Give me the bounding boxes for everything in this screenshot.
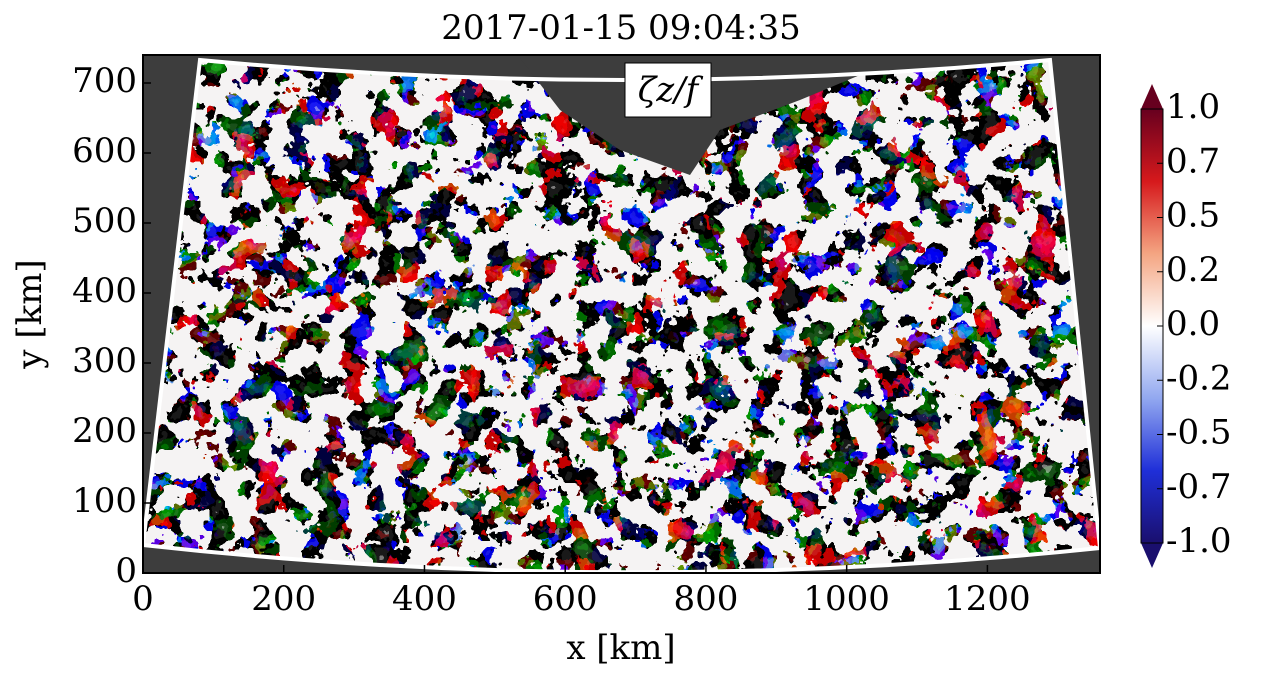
plot-frame	[142, 54, 1101, 574]
x-tick-label: 800	[673, 579, 738, 619]
colorbar-tick-label: 1.0	[1166, 87, 1220, 127]
x-axis-label: x [km]	[566, 628, 675, 668]
x-tick-label: 1200	[944, 579, 1031, 619]
colorbar-extend-bottom	[1141, 543, 1163, 568]
y-tick-label: 400	[72, 271, 137, 311]
colorbar-tick-label: -0.2	[1166, 358, 1232, 398]
y-tick-label: 200	[72, 411, 137, 451]
colorbar-tick-label: 0.0	[1166, 304, 1220, 344]
colorbar-tick-label: -1.0	[1166, 521, 1232, 561]
x-tick-label: 0	[132, 579, 154, 619]
x-tick-label: 1000	[803, 579, 890, 619]
colorbar-tick-label: -0.7	[1166, 467, 1232, 507]
colorbar-extend-top	[1141, 84, 1163, 109]
chart-title: 2017-01-15 09:04:35	[441, 8, 801, 48]
colorbar-tick-label: 0.7	[1166, 141, 1220, 181]
colorbar-tick-label: -0.5	[1166, 413, 1232, 453]
y-tick-label: 100	[72, 481, 137, 521]
y-tick-label: 700	[72, 61, 137, 101]
annotation: ζz/f	[638, 70, 704, 110]
x-tick-label: 400	[392, 579, 457, 619]
y-axis-label: y [km]	[10, 259, 50, 369]
colorbar-tick-label: 0.5	[1166, 196, 1220, 236]
y-tick-label: 0	[115, 551, 137, 591]
y-tick-label: 500	[72, 201, 137, 241]
x-tick-label: 200	[251, 579, 316, 619]
y-tick-label: 600	[72, 131, 137, 171]
x-tick-label: 600	[533, 579, 598, 619]
y-tick-label: 300	[72, 341, 137, 381]
annotation-box	[624, 62, 712, 118]
colorbar-tick-label: 0.2	[1166, 250, 1220, 290]
